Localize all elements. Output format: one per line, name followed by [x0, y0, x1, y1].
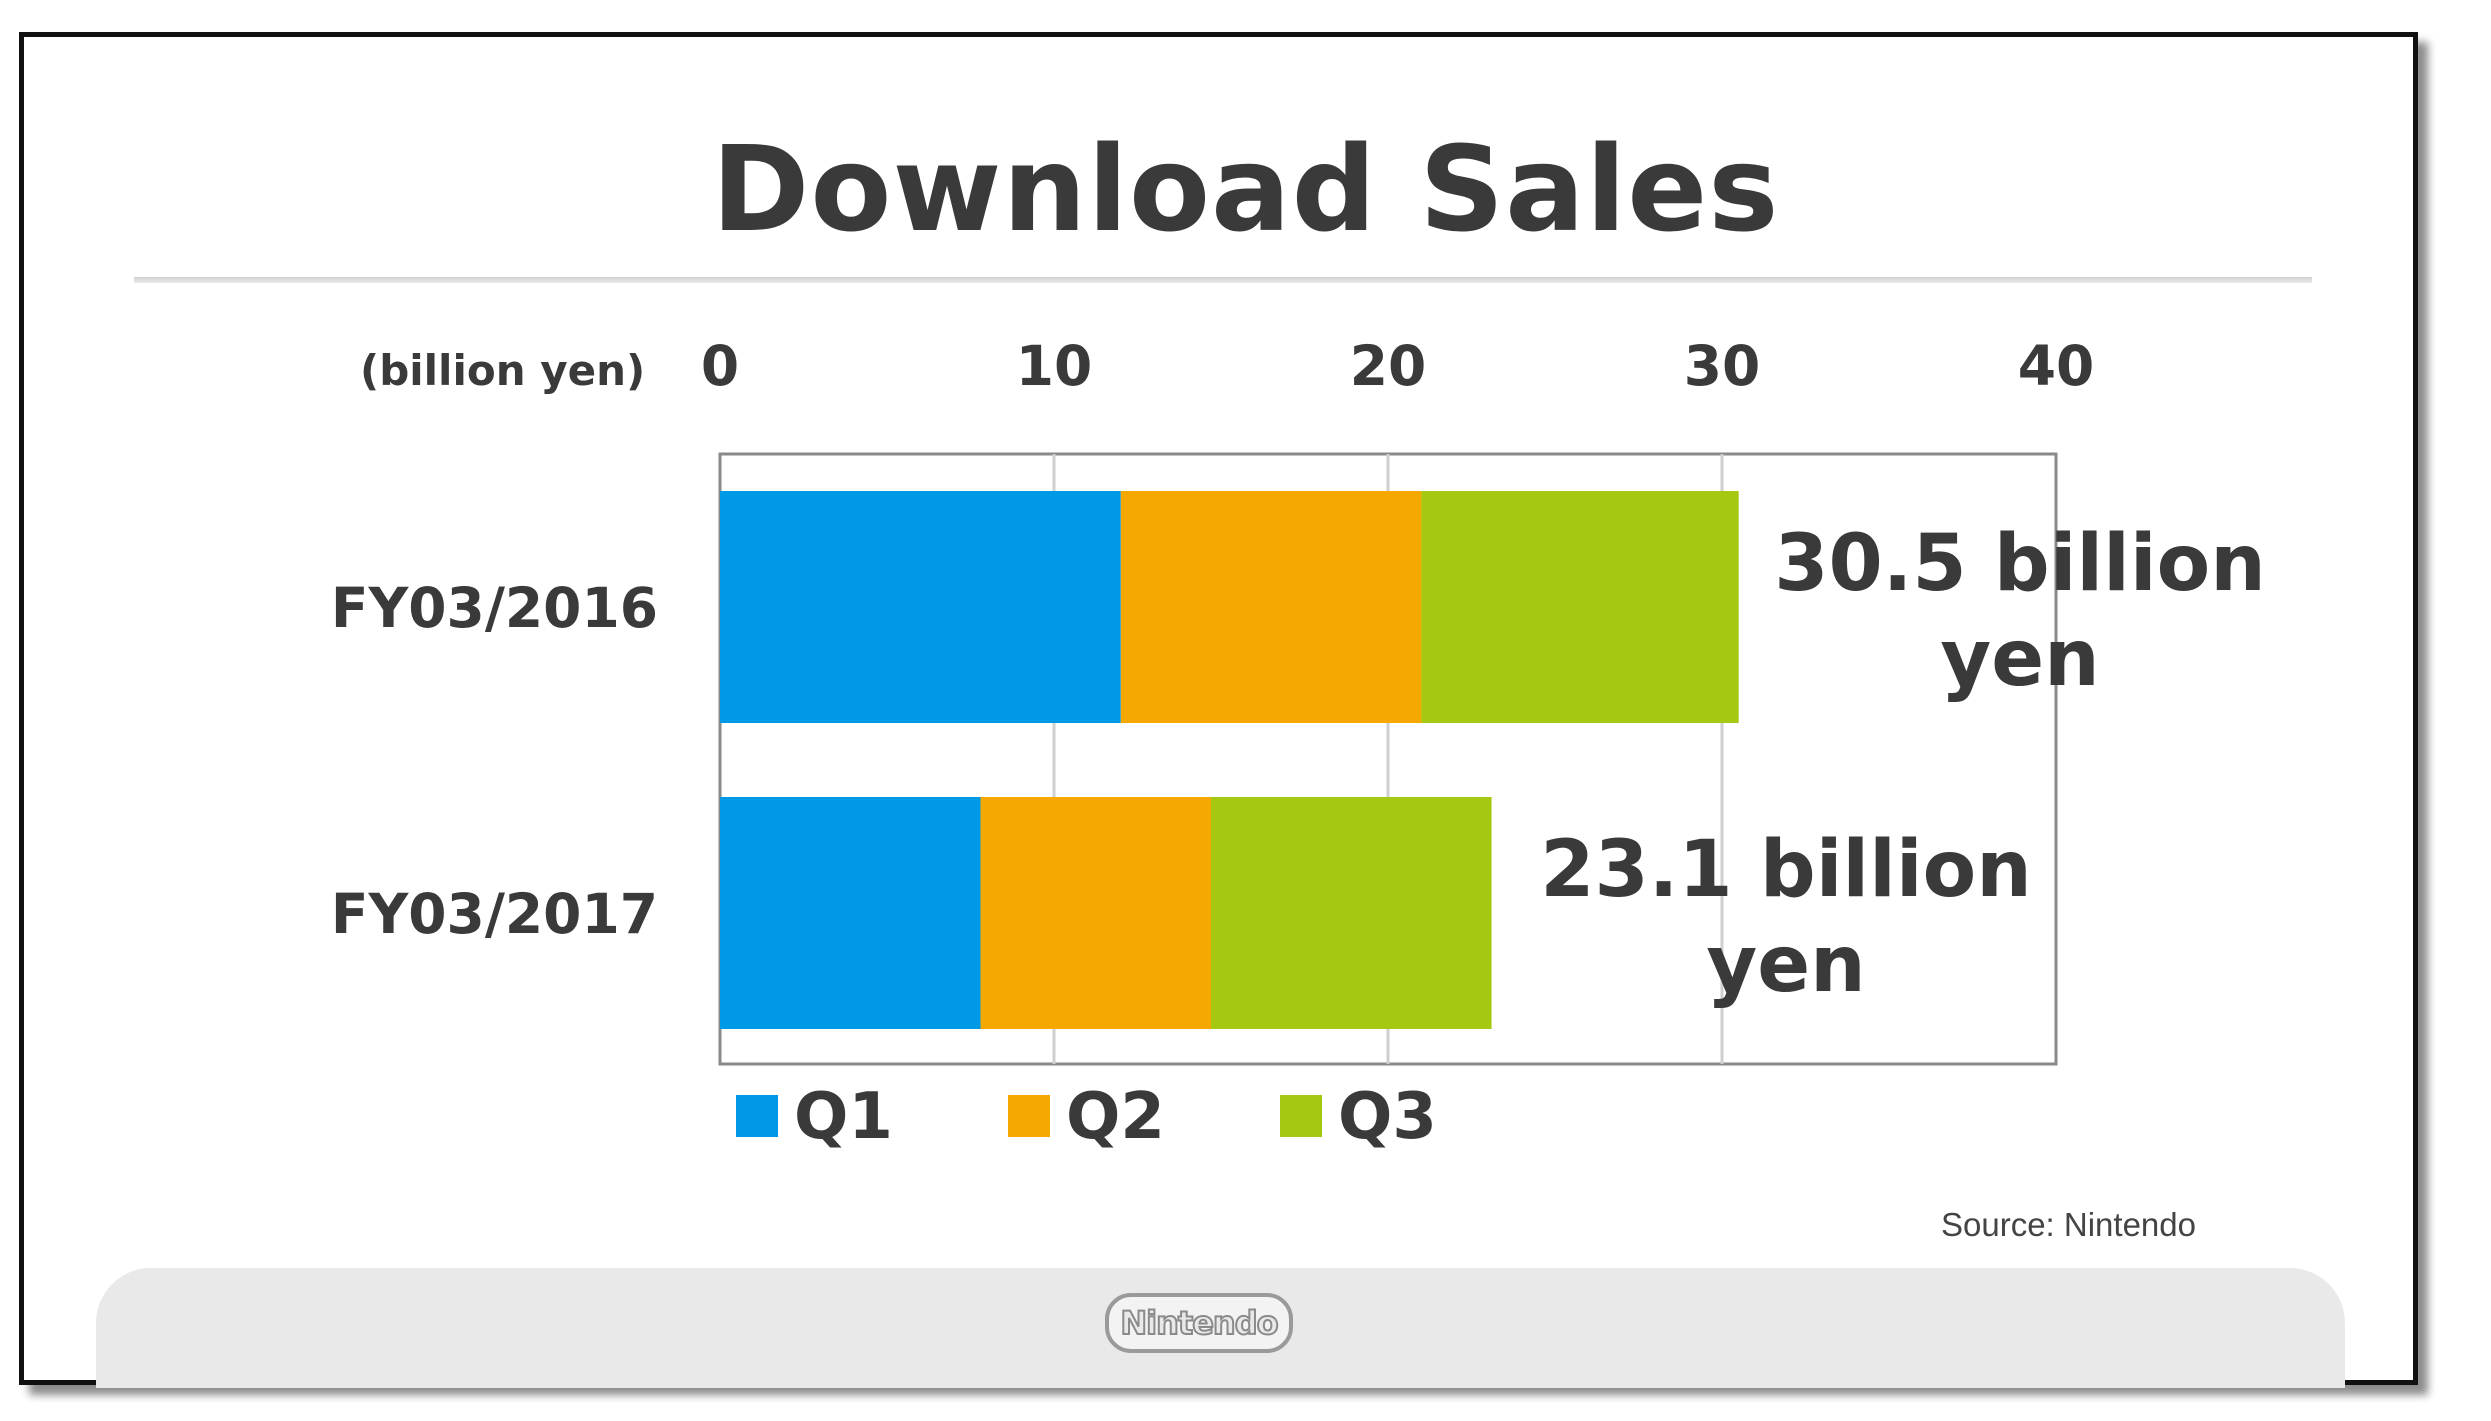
bar-q3 — [1421, 491, 1739, 723]
legend-swatch-q1 — [736, 1095, 778, 1137]
x-tick-label: 0 — [701, 334, 739, 398]
category-label: FY03/2016 — [331, 576, 658, 640]
legend-label: Q3 — [1338, 1080, 1437, 1154]
chart-title: Download Sales — [711, 120, 1780, 258]
source-note: Source: Nintendo — [1941, 1206, 2196, 1243]
bar-q3 — [1210, 797, 1492, 1029]
bar-q2 — [980, 797, 1211, 1029]
legend-swatch-q3 — [1280, 1095, 1322, 1137]
x-tick-label: 30 — [1684, 334, 1761, 398]
bar-q1 — [720, 797, 981, 1029]
bar-q1 — [720, 491, 1121, 723]
unit-label: (billion yen) — [360, 346, 645, 395]
nintendo-logo-text: Nintendo — [1119, 1303, 1279, 1343]
nintendo-logo: Nintendo — [1105, 1293, 1293, 1353]
legend-label: Q1 — [794, 1080, 893, 1154]
x-tick-label: 40 — [2018, 334, 2095, 398]
legend-swatch-q2 — [1008, 1095, 1050, 1137]
x-tick-label: 10 — [1016, 334, 1093, 398]
legend-label: Q2 — [1066, 1080, 1165, 1154]
category-label: FY03/2017 — [331, 882, 658, 946]
total-label: 23.1 billion yen — [1540, 825, 2032, 1010]
title-divider — [134, 277, 2312, 283]
bar-q2 — [1120, 491, 1422, 723]
x-tick-label: 20 — [1350, 334, 1427, 398]
total-label: 30.5 billion yen — [1774, 519, 2266, 704]
